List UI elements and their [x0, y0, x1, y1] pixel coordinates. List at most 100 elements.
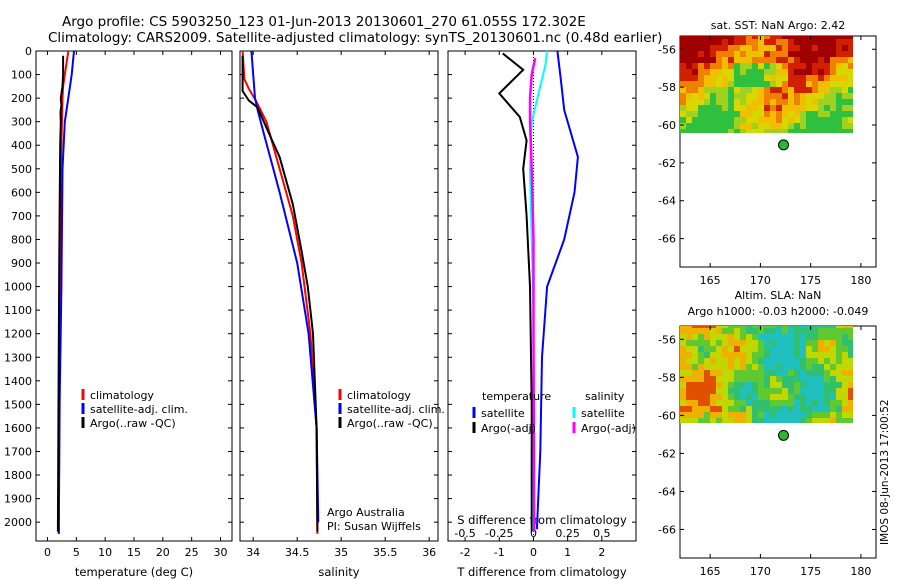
map-cell [710, 117, 717, 124]
map-cell [836, 117, 843, 124]
map-cell [722, 87, 729, 94]
series-line [250, 50, 320, 523]
map-cell [836, 346, 843, 353]
map-cell [776, 334, 783, 341]
map-cell [740, 328, 747, 335]
map-cell [848, 81, 853, 88]
map-cell [794, 364, 801, 371]
map-cell [800, 63, 807, 70]
map-cell [830, 111, 837, 118]
map-cell [752, 382, 759, 389]
map-cell [722, 418, 729, 423]
map-cell [776, 412, 783, 419]
map-cell [752, 129, 759, 133]
map-cell [728, 340, 735, 347]
map-cell [710, 340, 717, 347]
map-cell [764, 63, 771, 70]
map-cell [812, 45, 819, 52]
map-cell [710, 358, 717, 365]
map-cell [698, 21, 705, 28]
map-cell [800, 328, 807, 335]
map-cell [752, 105, 759, 112]
y-tick-label: -56 [658, 333, 676, 346]
map-cell [752, 87, 759, 94]
x-tick-label: 170 [750, 274, 771, 287]
map-cell [752, 340, 759, 347]
map-cell [728, 129, 735, 133]
map-cell [836, 388, 843, 395]
map-cell [824, 87, 831, 94]
map-cell [806, 328, 813, 335]
map-cell [680, 21, 687, 28]
y-tick-label: 1400 [4, 375, 32, 388]
y-tick-label: 0 [25, 45, 32, 58]
map-cell [710, 45, 717, 52]
map-cell [794, 326, 801, 329]
map-cell [788, 57, 795, 64]
map-cell [692, 99, 699, 106]
map-cell [782, 63, 789, 70]
map-cell [704, 376, 711, 383]
map-cell [680, 388, 687, 395]
map-cell [740, 87, 747, 94]
map-cell [758, 326, 765, 329]
map-cell [710, 105, 717, 112]
map-cell [692, 364, 699, 371]
map-cell [698, 328, 705, 335]
map-cell [734, 117, 741, 124]
map-cell [692, 382, 699, 389]
map-cell [746, 418, 753, 423]
map-cell [734, 99, 741, 106]
map-cell [764, 111, 771, 118]
map-cell [818, 370, 825, 377]
map-cell [746, 105, 753, 112]
map-cell [806, 326, 813, 329]
map-cell [680, 87, 687, 94]
map-cell [788, 45, 795, 52]
map-cell [770, 346, 777, 353]
map-cell [800, 111, 807, 118]
axes-box [239, 50, 439, 542]
map-cell [758, 406, 765, 413]
map-cell [788, 382, 795, 389]
map-cell [788, 352, 795, 359]
map-cell [788, 406, 795, 413]
map-cell [746, 326, 753, 329]
map-cell [740, 123, 747, 130]
map-cell [812, 105, 819, 112]
map-cell [806, 418, 813, 423]
map-cell [800, 99, 807, 106]
map-cell [698, 358, 705, 365]
map-cell [746, 99, 753, 106]
map-cell [752, 75, 759, 82]
map-cell [830, 123, 837, 130]
map-cell [752, 376, 759, 383]
map-cell [818, 63, 825, 70]
map-cell [812, 117, 819, 124]
map-cell [788, 93, 795, 100]
map-cell [704, 21, 711, 28]
map-cell [770, 352, 777, 359]
map-cell [752, 51, 759, 58]
map-cell [830, 334, 837, 341]
map-cell [686, 358, 693, 365]
map-cell [722, 75, 729, 82]
map-cell [716, 328, 723, 335]
map-cell [722, 412, 729, 419]
map-cell [806, 406, 813, 413]
map-cell [680, 69, 687, 76]
map-cell [692, 63, 699, 70]
map-cell [812, 334, 819, 341]
map-cell [710, 400, 717, 407]
map-cell [692, 87, 699, 94]
map-cell [818, 400, 825, 407]
map-cell [716, 123, 723, 130]
map-cell [764, 93, 771, 100]
map-cell [716, 364, 723, 371]
map-cell [800, 358, 807, 365]
map-cell [740, 418, 747, 423]
map-cell [848, 326, 853, 329]
map-cell [788, 36, 795, 40]
map-cell [746, 45, 753, 52]
map-cell [698, 81, 705, 88]
